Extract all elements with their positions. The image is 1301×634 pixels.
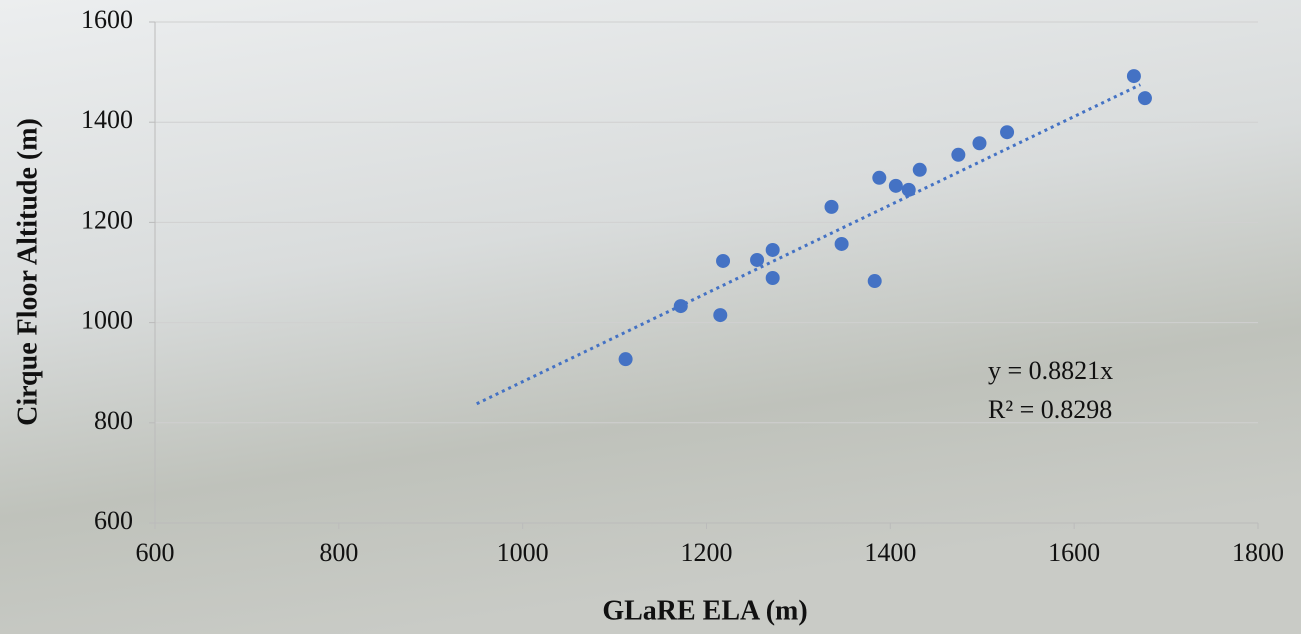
point (951, 147, 966, 162)
point (750, 252, 765, 267)
y-axis-title: Cirque Floor Altitude (m) (12, 118, 43, 426)
point (618, 352, 633, 367)
point (765, 242, 780, 257)
point (673, 299, 688, 314)
equation: y = 0.8821x (988, 356, 1113, 385)
y-tick-label: 1200 (81, 205, 133, 234)
x-axis-title: GLaRE ELA (m) (602, 595, 807, 626)
point (1137, 91, 1152, 106)
point (1000, 125, 1015, 140)
r-squared: R² = 0.8298 (988, 395, 1112, 424)
point (1126, 69, 1141, 84)
x-tick-label: 1000 (497, 538, 549, 567)
point (716, 253, 731, 268)
x-tick-label: 1400 (864, 538, 916, 567)
point (867, 274, 882, 289)
point (713, 308, 728, 323)
point (972, 136, 987, 151)
y-tick-label: 600 (94, 506, 133, 535)
point (912, 162, 927, 177)
x-tick-label: 600 (136, 538, 175, 567)
x-tick-label: 1200 (681, 538, 733, 567)
point (824, 199, 839, 214)
point (834, 236, 849, 251)
y-tick-label: 1000 (81, 306, 133, 335)
y-tick-label: 800 (94, 406, 133, 435)
y-tick-label: 1400 (81, 105, 133, 134)
x-tick-label: 800 (319, 538, 358, 567)
point (765, 271, 780, 286)
point (901, 182, 916, 197)
x-tick-label: 1800 (1232, 538, 1284, 567)
point (888, 178, 903, 193)
point (872, 170, 887, 185)
x-tick-label: 1600 (1048, 538, 1100, 567)
y-tick-label: 1600 (81, 5, 133, 34)
